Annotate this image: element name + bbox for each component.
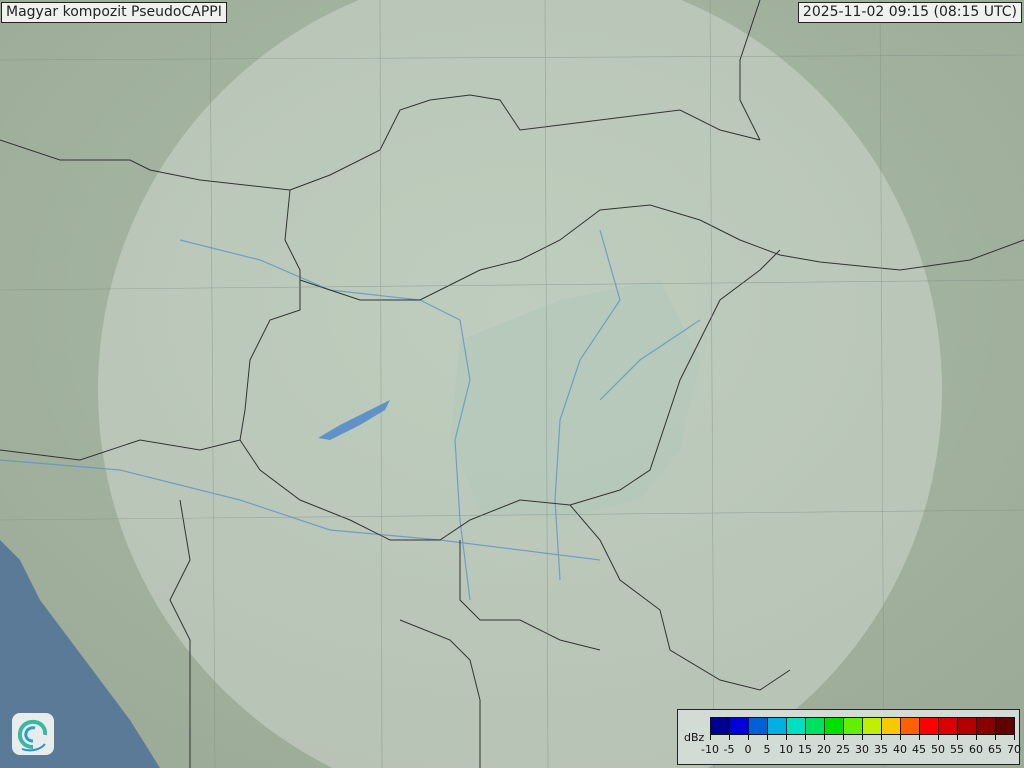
legend-tick [1014,735,1015,740]
legend-tick [900,735,901,740]
legend-tick-label: 20 [817,743,831,756]
legend-tick-label: 15 [798,743,812,756]
sea [0,540,160,768]
legend-tick [767,735,768,740]
color-swatch [901,718,920,734]
color-swatch [768,718,787,734]
legend-tick [862,735,863,740]
color-scale-bar [710,717,1015,735]
legend-tick-label: 10 [779,743,793,756]
map-title: Magyar kompozit PseudoCAPPI [1,2,227,23]
legend-tick [976,735,977,740]
legend-tick-label: 55 [950,743,964,756]
great-plain [450,280,700,520]
legend-tick [748,735,749,740]
legend-tick [805,735,806,740]
color-swatch [977,718,996,734]
color-swatch [863,718,882,734]
dbz-legend: dBz -10 -5 0 5 10 15 20 25 30 35 40 45 50 55 60 65 70 [677,709,1021,765]
color-swatch [787,718,806,734]
legend-tick [824,735,825,740]
legend-tick-label: -5 [723,743,735,756]
color-swatch [958,718,977,734]
color-swatch [939,718,958,734]
legend-tick [938,735,939,740]
legend-tick-label: 45 [912,743,926,756]
lake-balaton [318,400,390,440]
swirl-logo-icon [12,713,54,755]
color-swatch [996,718,1014,734]
legend-tick [919,735,920,740]
color-swatch [882,718,901,734]
color-swatch [730,718,749,734]
legend-tick-label: 25 [836,743,850,756]
color-swatch [844,718,863,734]
legend-tick [957,735,958,740]
legend-tick-label: 35 [874,743,888,756]
legend-tick-label: -10 [701,743,719,756]
legend-tick-label: 5 [763,743,771,756]
timestamp: 2025-11-02 09:15 (08:15 UTC) [797,2,1022,23]
legend-tick-label: 40 [893,743,907,756]
radar-coverage [98,0,942,768]
rivers [0,229,701,601]
legend-tick-label: 70 [1007,743,1021,756]
legend-tick-label: 0 [744,743,752,756]
legend-unit: dBz [684,731,705,744]
legend-tick-labels: -10 -5 0 5 10 15 20 25 30 35 40 45 50 55 60 65 70 [701,743,1021,757]
legend-tick [729,735,730,740]
color-swatch [749,718,768,734]
legend-tick-label: 30 [855,743,869,756]
legend-ticks [710,735,1015,741]
legend-tick-label: 65 [988,743,1002,756]
color-swatch [806,718,825,734]
legend-tick [995,735,996,740]
legend-tick [843,735,844,740]
color-swatch [920,718,939,734]
color-swatch [825,718,844,734]
legend-tick [710,735,711,740]
legend-tick [786,735,787,740]
legend-tick-label: 60 [969,743,983,756]
color-swatch [711,718,730,734]
legend-tick-label: 50 [931,743,945,756]
legend-tick [881,735,882,740]
